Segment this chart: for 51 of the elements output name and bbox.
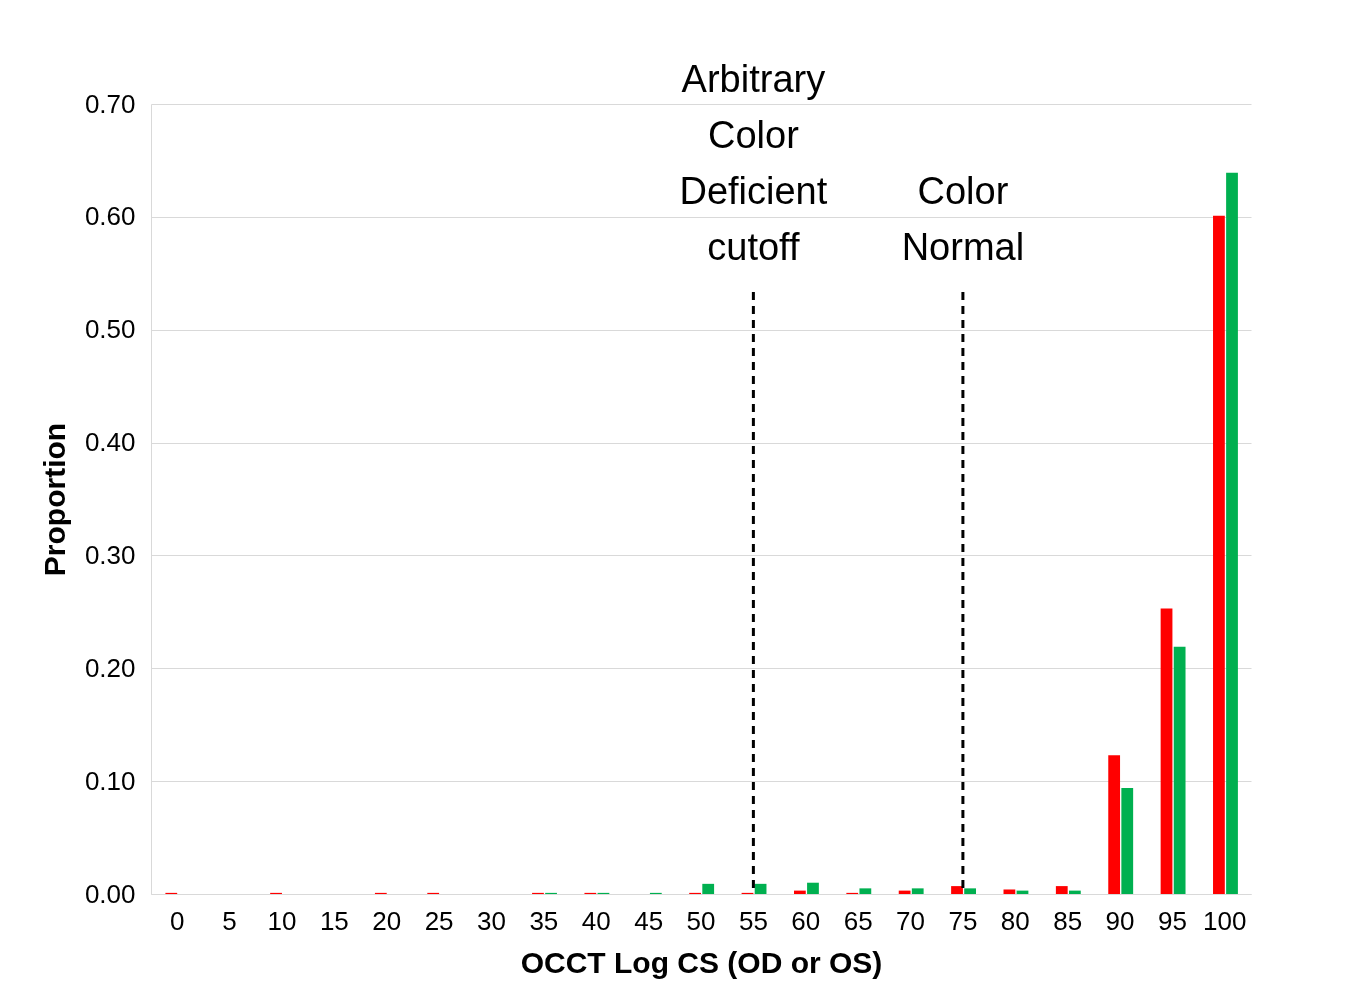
y-tick-label: 0.50 — [84, 314, 136, 345]
x-tick-label: 50 — [686, 905, 716, 936]
x-tick-label: 10 — [267, 905, 297, 936]
ref-line-label: Arbitrary Color Deficient cutoff — [679, 58, 828, 268]
bar — [1055, 886, 1068, 894]
bar — [1121, 787, 1134, 894]
x-tick-label: 70 — [896, 905, 925, 936]
bar — [1213, 215, 1225, 894]
bar — [1160, 608, 1173, 894]
y-tick-label: 0.70 — [84, 88, 136, 119]
x-tick-label: 40 — [581, 905, 611, 936]
x-tick-label: 5 — [222, 905, 237, 936]
x-tick-label: 25 — [424, 905, 454, 936]
x-tick-label: 60 — [791, 905, 821, 936]
bar — [911, 888, 924, 894]
x-tick-label: 65 — [843, 905, 873, 936]
bar — [1108, 755, 1121, 894]
x-tick-label: 75 — [948, 905, 978, 936]
bar — [898, 890, 911, 894]
bar — [807, 882, 819, 894]
x-tick-label: 35 — [529, 905, 559, 936]
bar — [793, 890, 806, 894]
x-tick-label: 55 — [738, 905, 768, 936]
y-tick-label: 0.00 — [84, 878, 136, 909]
x-tick-label: 100 — [1203, 905, 1247, 936]
bar — [1068, 890, 1081, 894]
y-tick-label: 0.60 — [84, 201, 136, 232]
x-tick-label: 80 — [1000, 905, 1030, 936]
x-axis-title: OCCT Log CS (OD or OS) — [520, 945, 883, 979]
bar — [702, 883, 715, 894]
bar — [1173, 646, 1186, 894]
x-tick-label: 15 — [319, 905, 349, 936]
bar — [951, 886, 963, 894]
bar — [859, 888, 872, 894]
bar — [964, 888, 976, 894]
x-tick-label: 20 — [372, 905, 402, 936]
bar — [754, 883, 767, 894]
x-tick-label: 90 — [1105, 905, 1135, 936]
x-tick-label: 85 — [1053, 905, 1083, 936]
bar — [1226, 172, 1238, 894]
y-axis-title: Proportion — [37, 422, 71, 577]
ref-line-label: Color Normal — [901, 170, 1025, 268]
x-tick-label: 30 — [477, 905, 506, 936]
bar — [1003, 889, 1016, 894]
y-tick-label: 0.30 — [84, 539, 136, 570]
x-tick-label: 95 — [1157, 905, 1187, 936]
y-tick-label: 0.20 — [84, 652, 136, 683]
y-tick-label: 0.10 — [84, 765, 136, 796]
x-tick-label: 45 — [634, 905, 664, 936]
x-tick-label: 0 — [169, 905, 185, 936]
y-tick-label: 0.40 — [84, 427, 136, 458]
